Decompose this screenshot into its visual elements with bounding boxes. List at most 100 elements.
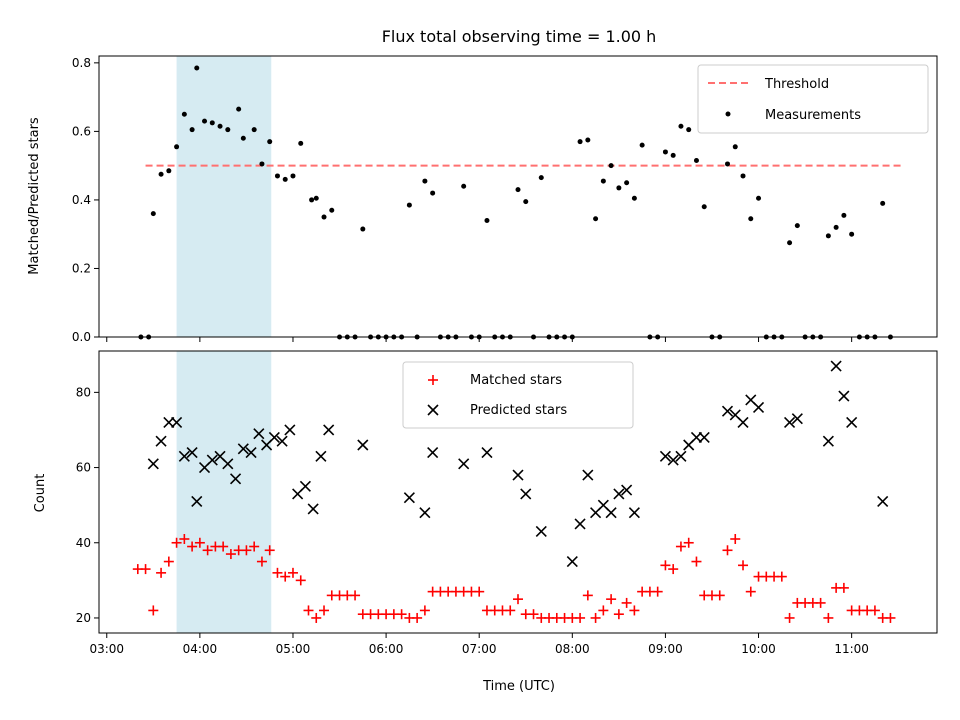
predicted-star-point: [171, 416, 183, 429]
measurement-point: [585, 137, 591, 143]
measurement-point: [282, 176, 288, 182]
matched-star-point: [474, 586, 485, 597]
measurement-point: [461, 183, 467, 189]
measurement-point: [251, 127, 257, 133]
y-tick-label: 0.4: [72, 193, 91, 207]
matched-star-point: [272, 567, 283, 578]
matched-star-point: [621, 597, 632, 608]
measurement-point: [321, 214, 327, 220]
predicted-star-point: [268, 431, 280, 444]
measurement-point: [880, 200, 886, 206]
measurement-point: [313, 195, 319, 201]
matched-star-point: [885, 612, 896, 623]
matched-star-point: [396, 609, 407, 620]
matched-star-point: [722, 545, 733, 556]
measurement-point: [194, 65, 200, 71]
legend-measurements-swatch: [725, 111, 731, 117]
matched-star-point: [256, 556, 267, 567]
predicted-star-point: [245, 446, 257, 459]
chart-title: Flux total observing time = 1.00 h: [382, 27, 657, 46]
x-tick-label: 06:00: [369, 642, 404, 656]
x-tick-label: 07:00: [462, 642, 497, 656]
measurement-point: [360, 226, 366, 232]
count-y-label: Count: [33, 474, 48, 513]
count-points: [132, 360, 896, 623]
matched-star-point: [668, 564, 679, 575]
measurement-point: [608, 163, 614, 169]
count-legend-box: [402, 361, 634, 429]
legend-predicted-marker: [427, 404, 439, 416]
predicted-star-point: [752, 401, 765, 413]
measurement-point: [225, 127, 231, 133]
predicted-star-point: [253, 428, 265, 440]
matched-star-point: [745, 586, 756, 597]
matched-star-point: [179, 534, 190, 544]
matched-star-point: [528, 609, 539, 620]
matched-star-point: [738, 560, 749, 571]
y-tick-label: 80: [76, 385, 91, 399]
measurement-point: [202, 118, 208, 124]
matched-star-point: [249, 541, 260, 552]
predicted-star-point: [822, 435, 834, 447]
x-axis-label: Time (UTC): [482, 679, 555, 694]
measurement-point: [166, 168, 172, 174]
x-tick-label: 04:00: [183, 642, 218, 656]
matched-star-point: [575, 612, 586, 623]
count-legend: Matched stars Predicted stars: [402, 361, 634, 429]
predicted-star-point: [186, 446, 198, 459]
predicted-star-point: [698, 431, 710, 444]
matched-star-point: [280, 571, 291, 582]
matched-star-point: [264, 545, 275, 556]
measurement-point: [158, 171, 164, 177]
ratio-legend: Threshold Measurements: [697, 64, 929, 134]
measurement-point: [150, 211, 156, 217]
matched-star-point: [823, 612, 834, 623]
predicted-star-point: [206, 454, 218, 466]
predicted-star-point: [582, 469, 594, 481]
legend-measurements-label: Measurements: [765, 108, 861, 123]
matched-star-point: [218, 541, 229, 552]
y-tick-label: 0.6: [72, 124, 91, 138]
predicted-star-point: [566, 555, 578, 568]
x-tick-label: 05:00: [276, 642, 311, 656]
predicted-star-point: [512, 469, 524, 481]
measurement-point: [593, 216, 599, 222]
matched-star-point: [202, 545, 213, 556]
matched-star-point: [171, 537, 182, 548]
measurement-point: [538, 175, 544, 181]
measurement-point: [406, 202, 412, 208]
measurement-point: [484, 217, 490, 223]
measurement-point: [678, 123, 684, 129]
matched-star-point: [838, 582, 849, 593]
legend-matched-label: Matched stars: [470, 373, 562, 388]
matched-star-point: [869, 605, 880, 616]
matched-star-point: [776, 571, 787, 582]
predicted-star-point: [721, 405, 734, 417]
matched-star-point: [419, 605, 430, 616]
measurement-point: [787, 240, 793, 246]
matched-star-point: [613, 609, 624, 620]
matched-star-point: [319, 605, 330, 616]
predicted-star-point: [574, 518, 586, 530]
matched-star-point: [652, 586, 663, 597]
predicted-star-point: [155, 435, 167, 447]
matched-star-point: [675, 541, 686, 552]
predicted-star-point: [520, 488, 532, 500]
predicted-star-point: [621, 484, 633, 496]
predicted-star-point: [357, 439, 369, 451]
predicted-star-point: [481, 446, 493, 459]
predicted-star-point: [315, 450, 327, 462]
predicted-star-point: [628, 507, 640, 519]
ratio-y-label: Matched/Predicted stars: [27, 117, 42, 275]
legend-threshold-label: Threshold: [764, 77, 829, 92]
measurement-point: [298, 140, 304, 146]
matched-star-point: [140, 564, 151, 575]
measurement-point: [422, 178, 428, 184]
measurement-point: [290, 173, 296, 179]
matched-star-point: [629, 605, 640, 616]
x-tick-label: 08:00: [555, 642, 590, 656]
predicted-star-point: [791, 413, 803, 425]
measurement-point: [639, 142, 645, 148]
predicted-star-point: [675, 450, 687, 462]
matched-star-point: [163, 556, 174, 567]
